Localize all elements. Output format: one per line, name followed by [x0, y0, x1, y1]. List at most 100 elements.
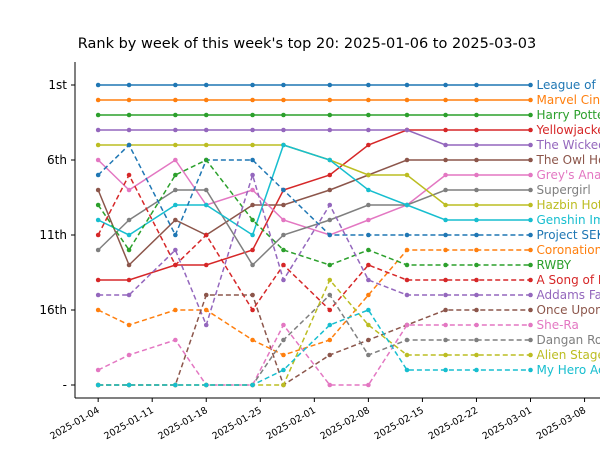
data-point — [281, 112, 286, 118]
data-point — [126, 82, 132, 88]
data-point — [366, 187, 371, 193]
series-end-label: Dangan Ronpa — [537, 333, 600, 347]
data-point — [173, 127, 178, 133]
data-point — [528, 82, 533, 88]
data-point — [474, 262, 479, 268]
data-point — [404, 352, 410, 358]
data-point — [173, 217, 178, 223]
data-point — [126, 217, 132, 223]
data-point — [173, 97, 178, 103]
data-point — [528, 187, 533, 193]
data-point — [281, 352, 286, 358]
data-point — [404, 112, 410, 118]
data-point — [250, 187, 255, 193]
data-point — [327, 187, 333, 193]
series-end-label: Addams Family — [537, 288, 600, 302]
data-point — [173, 382, 178, 388]
data-point — [126, 232, 132, 238]
data-point — [203, 97, 209, 103]
series-end-label: Supergirl — [537, 183, 591, 197]
data-point — [443, 202, 448, 208]
data-point — [443, 142, 448, 148]
series-line — [97, 249, 531, 356]
data-point — [404, 322, 410, 328]
data-point — [173, 172, 178, 178]
data-point — [528, 232, 533, 238]
data-point — [443, 232, 448, 238]
data-point — [281, 202, 286, 208]
data-point — [528, 337, 533, 343]
data-point — [95, 292, 101, 298]
data-point — [528, 292, 533, 298]
series-end-label: RWBY — [537, 258, 572, 272]
data-point — [250, 247, 255, 253]
data-point — [443, 247, 448, 253]
data-point — [528, 217, 533, 223]
data-point — [327, 112, 333, 118]
data-point — [95, 277, 101, 283]
data-point — [327, 337, 333, 343]
series-the-wicked-years-series — [95, 127, 533, 148]
series-line — [97, 189, 531, 267]
data-point — [281, 337, 286, 343]
data-point — [203, 262, 209, 268]
data-point — [404, 172, 410, 178]
data-point — [404, 367, 410, 373]
data-point — [126, 277, 132, 283]
data-point — [173, 337, 178, 343]
data-point — [443, 292, 448, 298]
series-end-label: Alien Stage — [537, 348, 600, 362]
data-point — [203, 322, 209, 328]
data-point — [126, 187, 132, 193]
series-coronation-street — [95, 247, 533, 358]
data-point — [173, 142, 178, 148]
series-end-label: Marvel Cinematic Universe — [537, 93, 600, 107]
data-point — [474, 187, 479, 193]
data-point — [95, 382, 101, 388]
series-rwby — [95, 157, 533, 268]
data-point — [95, 142, 101, 148]
data-point — [126, 172, 132, 178]
data-point — [250, 112, 255, 118]
data-point — [327, 157, 333, 163]
data-point — [281, 262, 286, 268]
data-point — [250, 262, 255, 268]
data-point — [327, 172, 333, 178]
data-point — [404, 247, 410, 253]
data-point — [443, 127, 448, 133]
series-line — [97, 159, 531, 266]
data-point — [474, 307, 479, 313]
data-point — [366, 127, 371, 133]
data-point — [95, 172, 101, 178]
data-point — [443, 277, 448, 283]
data-point — [404, 157, 410, 163]
data-point — [443, 217, 448, 223]
series-marvel-cinematic-universe — [95, 97, 533, 103]
data-point — [366, 202, 371, 208]
x-tick-label: 2025-03-01 — [481, 405, 534, 442]
series-end-label: The Wicked Years Series — [536, 138, 600, 152]
series-end-label: Harry Potter — [537, 108, 600, 122]
data-point — [443, 322, 448, 328]
y-tick-label: 16th — [39, 303, 67, 317]
data-point — [443, 97, 448, 103]
data-point — [95, 127, 101, 133]
data-point — [528, 247, 533, 253]
data-point — [281, 97, 286, 103]
data-point — [474, 232, 479, 238]
data-point — [173, 232, 178, 238]
series-line — [97, 159, 531, 267]
x-tick-label: 2025-01-04 — [48, 405, 101, 442]
data-point — [474, 322, 479, 328]
series-end-label: Yellowjackets — [536, 123, 600, 137]
series-line — [98, 129, 531, 281]
data-point — [366, 232, 371, 238]
data-point — [528, 367, 533, 373]
x-tick-label: 2025-01-25 — [210, 405, 263, 442]
series-my-hero-academia — [95, 307, 533, 388]
data-point — [404, 202, 410, 208]
data-point — [366, 382, 371, 388]
data-point — [404, 292, 410, 298]
series-end-label: Once Upon a Time — [537, 303, 600, 317]
series-end-label: Genshin Impact — [537, 213, 600, 227]
